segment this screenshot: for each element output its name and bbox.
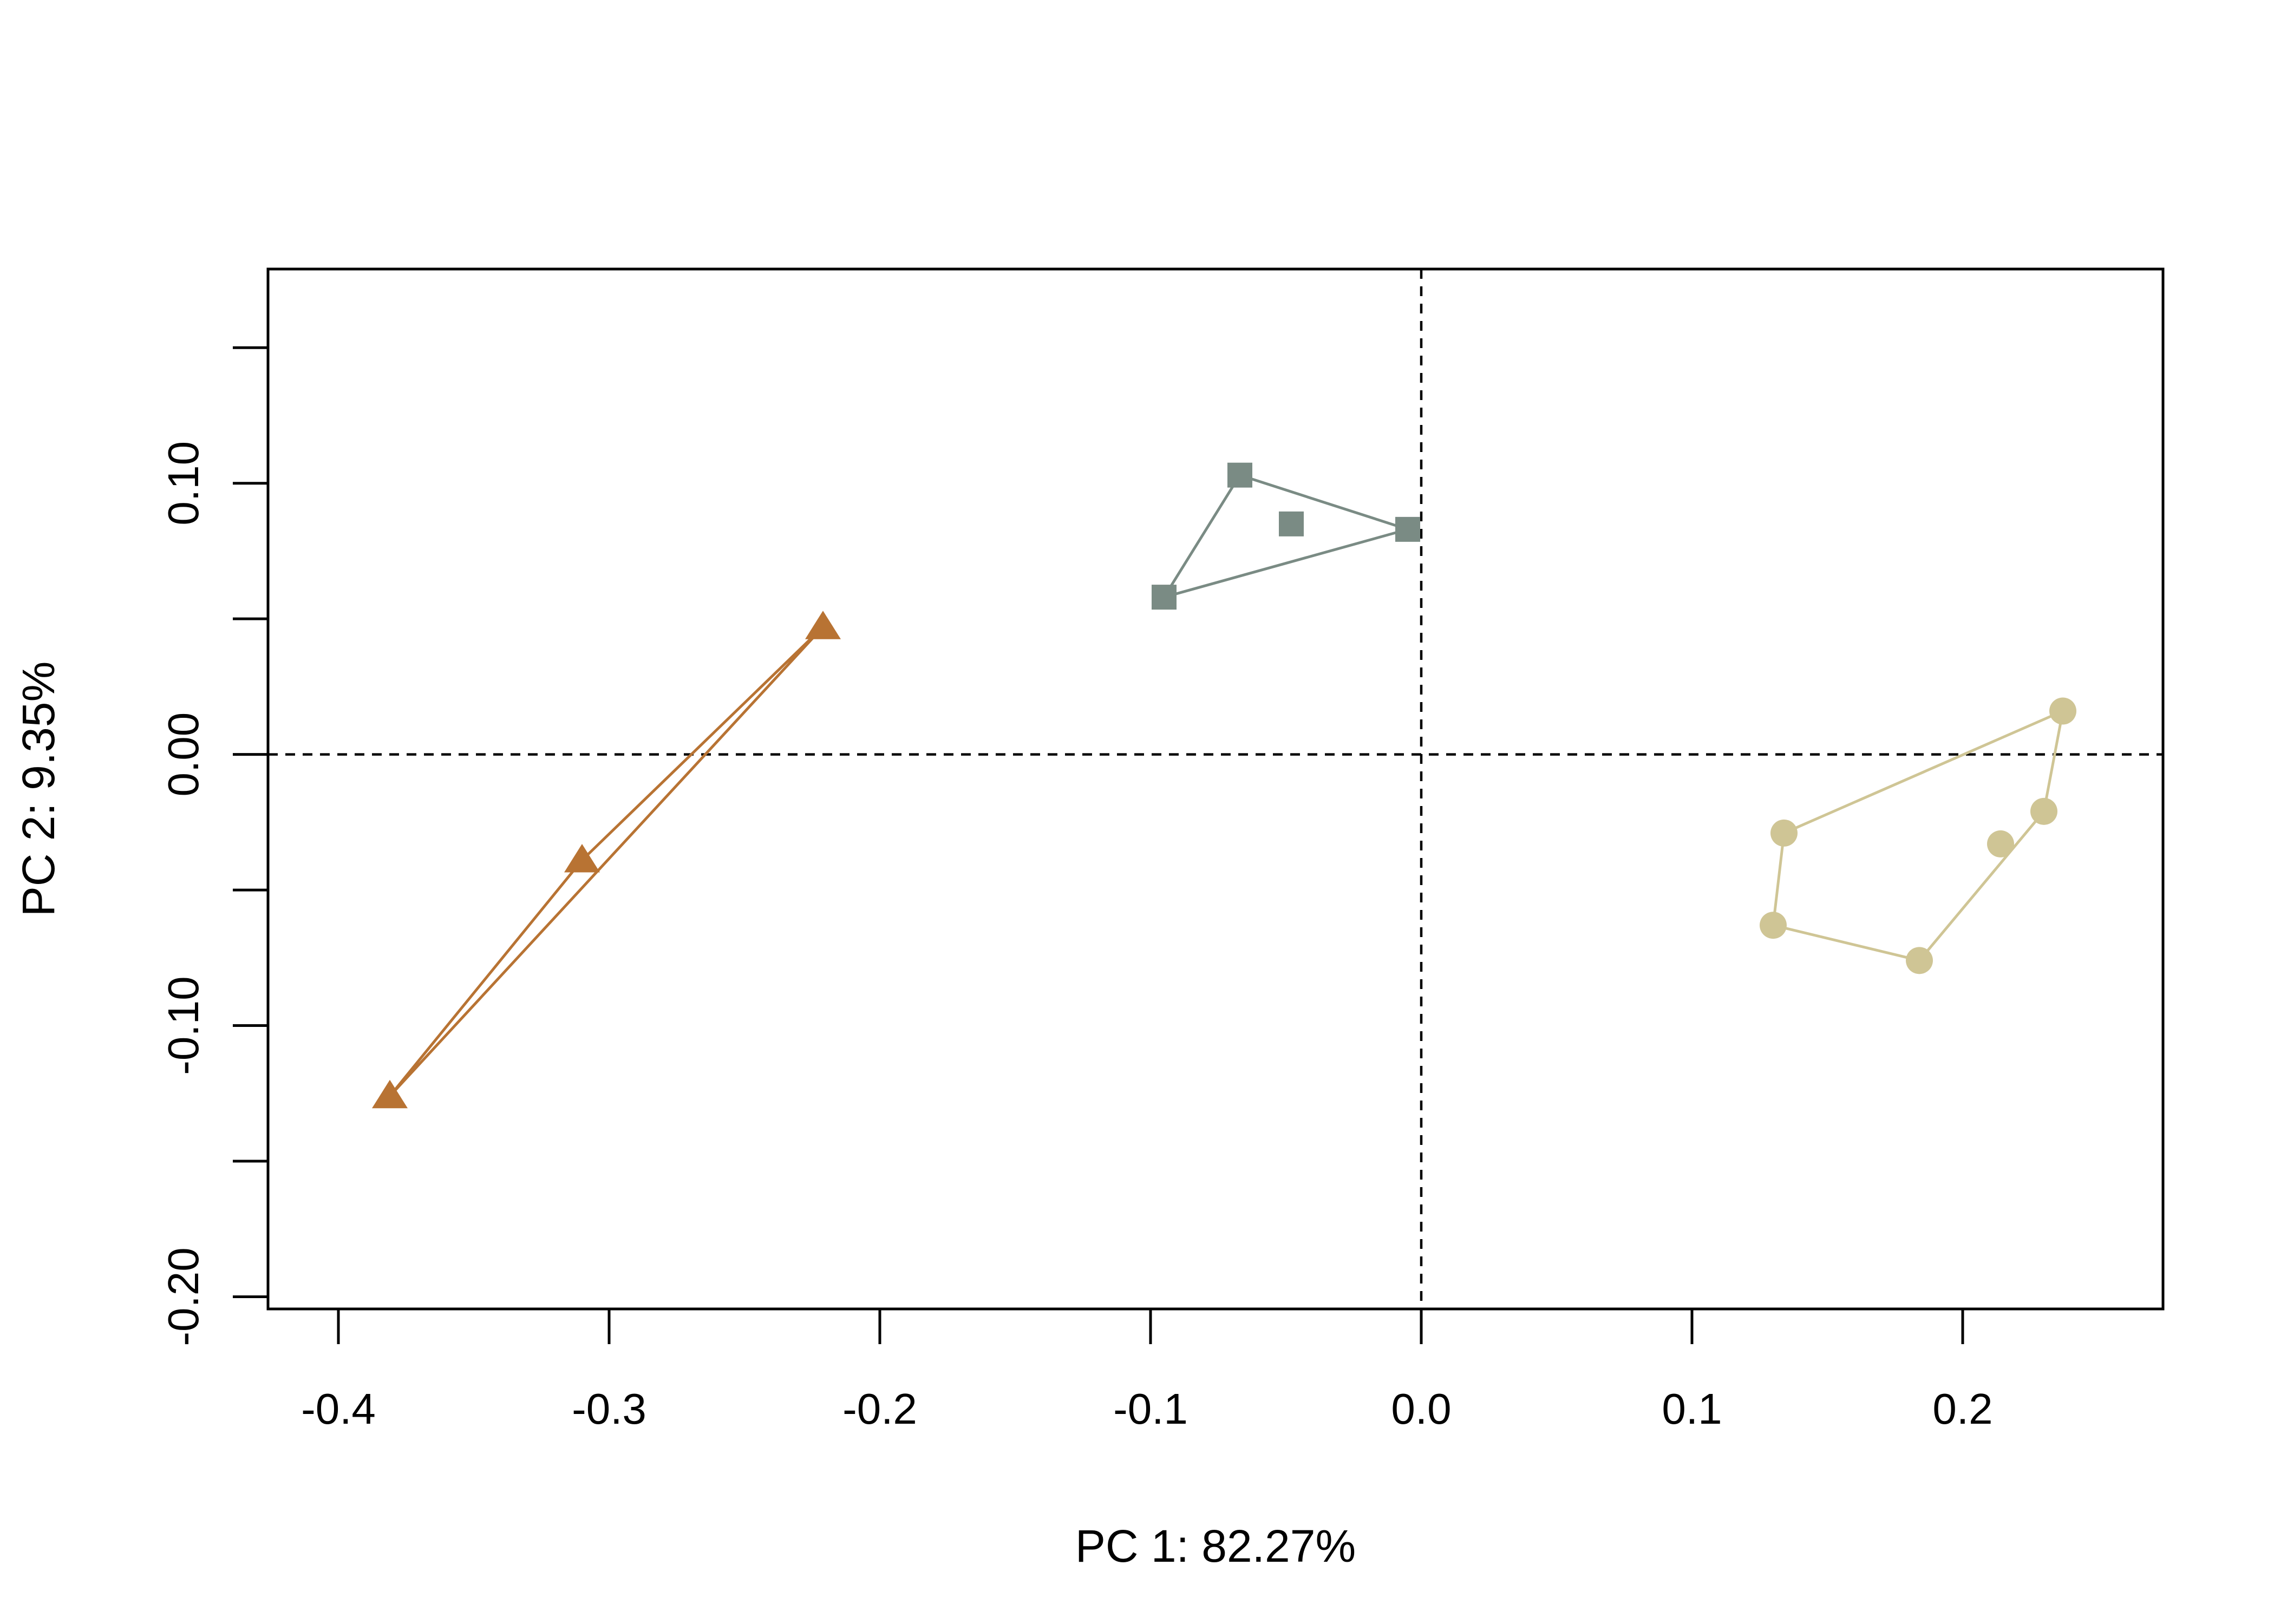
hull-series-3 [1772, 710, 2064, 962]
y-tick-label: -0.10 [159, 976, 207, 1075]
triangle-point [372, 1079, 408, 1109]
square-point [1227, 462, 1252, 488]
circle-point [1987, 830, 2014, 857]
x-tick-label: -0.1 [1113, 1385, 1188, 1433]
square-point [1152, 585, 1177, 610]
triangle-point [805, 611, 841, 639]
hull-series-2 [1162, 474, 1409, 599]
x-tick-label: -0.4 [301, 1385, 376, 1433]
y-tick-label: 0.00 [159, 712, 207, 797]
reference-lines [268, 269, 2163, 1309]
x-tick-label: 0.1 [1662, 1385, 1722, 1433]
circle-point [2049, 697, 2076, 725]
x-axis: -0.4 -0.3 -0.2 -0.1 0.0 0.1 0.2 [301, 1307, 1993, 1433]
y-tick-label: -0.20 [159, 1247, 207, 1346]
data-points [372, 462, 2076, 1109]
x-axis-title: PC 1: 82.27% [1075, 1521, 1356, 1571]
x-tick-label: -0.2 [842, 1385, 917, 1433]
group-hulls [388, 474, 2064, 1098]
circle-point [2030, 797, 2057, 825]
circle-point [1906, 947, 1933, 974]
square-point [1395, 516, 1420, 542]
y-axis: -0.20 -0.10 0.00 0.10 [159, 346, 270, 1346]
circle-point [1760, 912, 1787, 939]
plot-frame [266, 267, 2165, 1311]
triangle-point [564, 843, 600, 873]
circle-point [1770, 819, 1798, 847]
hull-series-1 [388, 626, 824, 1098]
x-tick-label: -0.3 [572, 1385, 646, 1433]
x-tick-label: 0.0 [1391, 1385, 1451, 1433]
square-point [1279, 511, 1304, 536]
y-tick-label: 0.10 [159, 441, 207, 526]
y-axis-title: PC 2: 9.35% [13, 662, 64, 917]
x-tick-label: 0.2 [1932, 1385, 1992, 1433]
